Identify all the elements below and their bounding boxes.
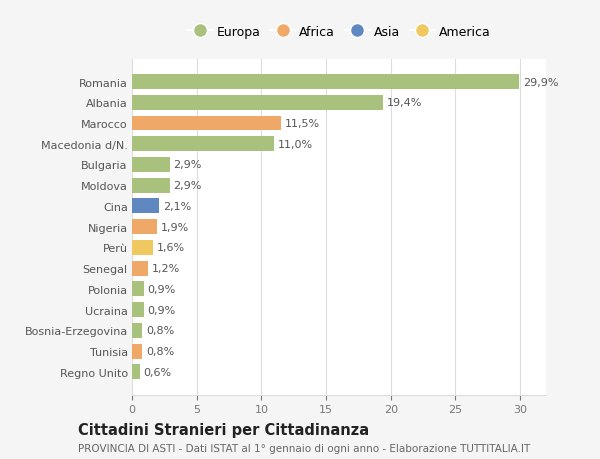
Bar [132, 364, 140, 380]
Bar [132, 323, 142, 338]
Text: 29,9%: 29,9% [523, 78, 558, 87]
Text: 2,1%: 2,1% [163, 202, 191, 212]
Bar [132, 282, 143, 297]
Bar [132, 302, 143, 318]
Text: 0,9%: 0,9% [148, 284, 176, 294]
Bar [132, 179, 170, 193]
Text: Cittadini Stranieri per Cittadinanza: Cittadini Stranieri per Cittadinanza [78, 422, 369, 437]
Bar [132, 75, 519, 90]
Bar [132, 261, 148, 276]
Text: 19,4%: 19,4% [387, 98, 422, 108]
Text: 0,6%: 0,6% [143, 367, 172, 377]
Bar [132, 199, 159, 214]
Text: 1,6%: 1,6% [157, 243, 185, 253]
Bar [132, 95, 383, 111]
Bar [132, 158, 170, 173]
Text: 0,8%: 0,8% [146, 347, 175, 356]
Text: 11,5%: 11,5% [284, 119, 320, 129]
Text: 2,9%: 2,9% [173, 181, 202, 191]
Bar [132, 344, 142, 359]
Text: 0,8%: 0,8% [146, 326, 175, 336]
Text: 0,9%: 0,9% [148, 305, 176, 315]
Legend: Europa, Africa, Asia, America: Europa, Africa, Asia, America [188, 26, 490, 39]
Bar [132, 220, 157, 235]
Text: 11,0%: 11,0% [278, 140, 313, 150]
Bar [132, 241, 152, 255]
Text: 1,9%: 1,9% [160, 222, 189, 232]
Bar [132, 116, 281, 131]
Text: 1,2%: 1,2% [151, 263, 179, 274]
Text: PROVINCIA DI ASTI - Dati ISTAT al 1° gennaio di ogni anno - Elaborazione TUTTITA: PROVINCIA DI ASTI - Dati ISTAT al 1° gen… [78, 443, 530, 453]
Bar [132, 137, 274, 152]
Text: 2,9%: 2,9% [173, 160, 202, 170]
